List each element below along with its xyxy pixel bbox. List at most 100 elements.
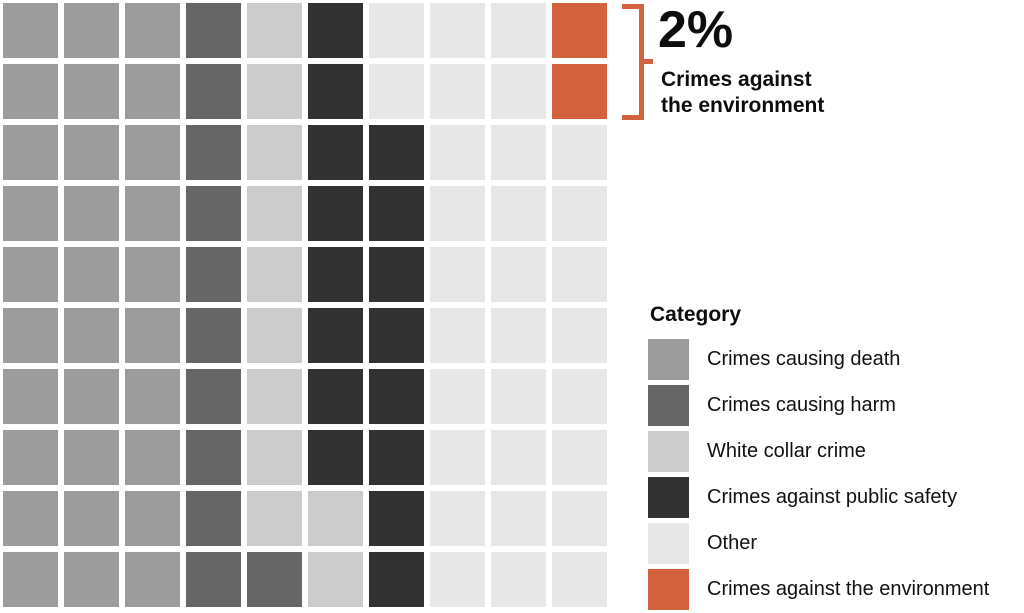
- waffle-cell-other: [430, 247, 485, 302]
- waffle-cell-other: [552, 125, 607, 180]
- waffle-cell-crimes-causing-death: [64, 247, 119, 302]
- waffle-cell-crimes-causing-death: [64, 64, 119, 119]
- bracket-middle-tick: [644, 59, 653, 64]
- waffle-cell-crimes-causing-death: [3, 247, 58, 302]
- waffle-cell-other: [430, 3, 485, 58]
- waffle-cell-other: [491, 552, 546, 607]
- waffle-cell-crimes-against-public-safety: [308, 247, 363, 302]
- bracket-bottom-arm: [622, 115, 644, 120]
- waffle-cell-crimes-causing-death: [64, 491, 119, 546]
- legend-label: Crimes against the environment: [707, 578, 990, 600]
- waffle-cell-crimes-causing-death: [64, 3, 119, 58]
- waffle-cell-crimes-causing-death: [3, 125, 58, 180]
- waffle-cell-crimes-against-public-safety: [369, 308, 424, 363]
- bracket-stem: [639, 4, 644, 120]
- waffle-cell-white-collar-crime: [247, 491, 302, 546]
- waffle-cell-white-collar-crime: [247, 247, 302, 302]
- legend-label: Other: [707, 532, 758, 554]
- waffle-cell-other: [552, 308, 607, 363]
- legend-item: Crimes against public safety: [648, 477, 989, 518]
- legend-swatch-other: [648, 523, 689, 564]
- legend-label: Crimes causing harm: [707, 394, 896, 416]
- waffle-cell-white-collar-crime: [308, 552, 363, 607]
- waffle-cell-crimes-causing-harm: [186, 125, 241, 180]
- waffle-cell-crimes-causing-death: [64, 308, 119, 363]
- legend-title: Category: [650, 303, 742, 326]
- waffle-cell-other: [552, 247, 607, 302]
- waffle-cell-white-collar-crime: [247, 369, 302, 424]
- waffle-cell-crimes-causing-harm: [186, 308, 241, 363]
- legend-swatch-white-collar-crime: [648, 431, 689, 472]
- legend-items: Crimes causing death Crimes causing harm W…: [648, 339, 989, 610]
- waffle-cell-other: [552, 186, 607, 241]
- waffle-cell-crimes-against-public-safety: [308, 430, 363, 485]
- waffle-cell-crimes-causing-death: [125, 3, 180, 58]
- waffle-cell-crimes-against-public-safety: [308, 3, 363, 58]
- waffle-cell-crimes-causing-death: [125, 125, 180, 180]
- waffle-cell-crimes-causing-death: [125, 308, 180, 363]
- waffle-cell-white-collar-crime: [247, 186, 302, 241]
- waffle-cell-crimes-causing-death: [125, 247, 180, 302]
- waffle-cell-crimes-against-public-safety: [308, 186, 363, 241]
- legend-swatch-crimes-against-public-safety: [648, 477, 689, 518]
- waffle-cell-other: [491, 491, 546, 546]
- waffle-cell-other: [369, 64, 424, 119]
- waffle-cell-crimes-causing-death: [125, 186, 180, 241]
- waffle-cell-other: [491, 247, 546, 302]
- waffle-cell-white-collar-crime: [247, 308, 302, 363]
- waffle-cell-crimes-against-public-safety: [308, 369, 363, 424]
- waffle-cell-crimes-against-public-safety: [369, 430, 424, 485]
- waffle-cell-other: [491, 3, 546, 58]
- waffle-cell-other: [552, 369, 607, 424]
- waffle-cell-crimes-against-public-safety: [369, 186, 424, 241]
- waffle-cell-crimes-against-environment: [552, 64, 607, 119]
- waffle-cell-crimes-causing-death: [125, 369, 180, 424]
- waffle-grid: [3, 3, 607, 607]
- waffle-cell-other: [430, 369, 485, 424]
- waffle-cell-crimes-causing-death: [3, 64, 58, 119]
- legend-item: White collar crime: [648, 431, 989, 472]
- waffle-cell-crimes-causing-harm: [186, 369, 241, 424]
- waffle-cell-other: [552, 430, 607, 485]
- waffle-cell-crimes-against-public-safety: [308, 64, 363, 119]
- waffle-cell-other: [491, 369, 546, 424]
- waffle-cell-crimes-causing-death: [3, 369, 58, 424]
- waffle-cell-white-collar-crime: [247, 125, 302, 180]
- waffle-cell-crimes-causing-harm: [186, 186, 241, 241]
- waffle-cell-other: [430, 308, 485, 363]
- waffle-cell-crimes-causing-harm: [186, 491, 241, 546]
- waffle-cell-crimes-against-environment: [552, 3, 607, 58]
- waffle-cell-crimes-causing-harm: [247, 552, 302, 607]
- waffle-cell-crimes-causing-harm: [186, 430, 241, 485]
- callout-label-line2: the environment: [661, 94, 825, 117]
- waffle-cell-other: [430, 430, 485, 485]
- waffle-cell-crimes-against-public-safety: [308, 308, 363, 363]
- waffle-cell-white-collar-crime: [247, 64, 302, 119]
- callout-bracket: [622, 4, 653, 120]
- waffle-cell-white-collar-crime: [308, 491, 363, 546]
- waffle-cell-other: [430, 64, 485, 119]
- waffle-cell-crimes-causing-death: [64, 369, 119, 424]
- waffle-cell-crimes-causing-death: [64, 430, 119, 485]
- waffle-cell-crimes-causing-death: [64, 186, 119, 241]
- legend-swatch-crimes-causing-harm: [648, 385, 689, 426]
- callout-percentage: 2%: [658, 1, 734, 59]
- waffle-cell-crimes-causing-death: [64, 125, 119, 180]
- waffle-cell-crimes-against-public-safety: [369, 491, 424, 546]
- waffle-cell-crimes-causing-death: [125, 64, 180, 119]
- callout-label: Crimes against the environment: [661, 67, 824, 119]
- legend: Category Crimes causing death Crimes caus…: [648, 303, 989, 613]
- legend-label: White collar crime: [707, 440, 866, 462]
- legend-item: Crimes against the environment: [648, 569, 989, 610]
- legend-label: Crimes against public safety: [707, 486, 958, 508]
- waffle-cell-crimes-causing-death: [64, 552, 119, 607]
- waffle-cell-other: [430, 186, 485, 241]
- waffle-cell-crimes-causing-death: [125, 491, 180, 546]
- waffle-cell-crimes-causing-harm: [186, 247, 241, 302]
- legend-swatch-crimes-against-environment: [648, 569, 689, 610]
- waffle-cell-crimes-causing-death: [3, 186, 58, 241]
- legend-item: Crimes causing harm: [648, 385, 989, 426]
- waffle-cell-crimes-causing-death: [125, 552, 180, 607]
- waffle-cell-white-collar-crime: [247, 430, 302, 485]
